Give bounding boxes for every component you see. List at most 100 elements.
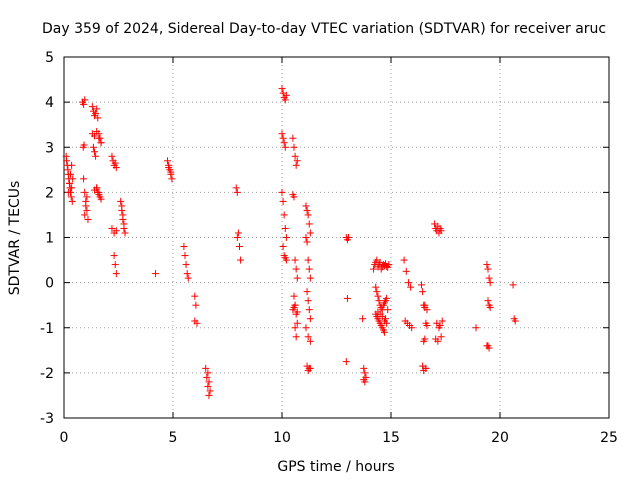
y-tick-label: 0 bbox=[45, 276, 54, 292]
y-axis-label: SDTVAR / TECUs bbox=[7, 181, 23, 296]
data-point bbox=[206, 387, 214, 395]
data-point bbox=[421, 335, 429, 343]
data-point bbox=[486, 303, 494, 311]
x-axis-label: GPS time / hours bbox=[277, 459, 394, 475]
data-point bbox=[291, 324, 299, 332]
data-point bbox=[400, 256, 408, 264]
data-point bbox=[88, 103, 96, 111]
data-point bbox=[306, 229, 314, 237]
data-point bbox=[437, 227, 445, 235]
data-point bbox=[204, 369, 212, 377]
data-point bbox=[304, 333, 312, 341]
data-point bbox=[89, 143, 97, 151]
data-point bbox=[408, 324, 416, 332]
data-point bbox=[111, 261, 119, 269]
data-point bbox=[67, 193, 75, 201]
data-point bbox=[282, 256, 290, 264]
data-point bbox=[385, 261, 393, 269]
data-point bbox=[361, 378, 369, 386]
data-point bbox=[378, 312, 386, 320]
data-point bbox=[293, 274, 301, 282]
data-point bbox=[304, 256, 312, 264]
grid bbox=[64, 57, 609, 418]
data-point bbox=[167, 168, 175, 176]
data-point bbox=[202, 364, 210, 372]
data-point bbox=[304, 297, 312, 305]
data-point bbox=[64, 188, 72, 196]
data-point bbox=[93, 184, 101, 192]
y-tick-label: -1 bbox=[40, 321, 54, 337]
data-point bbox=[233, 234, 241, 241]
data-point bbox=[434, 337, 442, 345]
data-point bbox=[168, 175, 176, 183]
data-point bbox=[279, 243, 287, 251]
data-point bbox=[279, 197, 287, 205]
data-point bbox=[164, 157, 172, 165]
data-point bbox=[204, 382, 212, 390]
data-point bbox=[182, 261, 190, 269]
data-point bbox=[95, 134, 103, 142]
data-point bbox=[290, 292, 298, 300]
data-point bbox=[302, 202, 310, 210]
data-point bbox=[165, 164, 173, 172]
data-point bbox=[384, 306, 392, 314]
data-point bbox=[344, 234, 352, 241]
data-point bbox=[108, 224, 116, 232]
data-point bbox=[92, 152, 100, 160]
data-point bbox=[68, 161, 76, 169]
data-point bbox=[293, 157, 301, 165]
data-point bbox=[289, 134, 297, 142]
data-point bbox=[152, 270, 160, 278]
y-tick-label: -2 bbox=[40, 366, 54, 382]
data-point bbox=[305, 306, 313, 314]
data-point bbox=[111, 159, 119, 167]
data-point bbox=[302, 324, 310, 332]
data-point bbox=[374, 292, 382, 300]
data-point bbox=[205, 378, 213, 386]
data-point bbox=[119, 211, 127, 219]
y-tick-label: 3 bbox=[45, 140, 54, 156]
data-point bbox=[375, 297, 383, 305]
data-point bbox=[404, 279, 412, 287]
data-point bbox=[485, 274, 493, 282]
data-point bbox=[483, 261, 491, 269]
data-point bbox=[233, 188, 241, 196]
data-point bbox=[112, 270, 120, 278]
data-point bbox=[237, 256, 245, 264]
data-point bbox=[117, 197, 125, 205]
data-point bbox=[290, 193, 298, 201]
data-point bbox=[235, 243, 243, 251]
data-point bbox=[234, 229, 242, 237]
data-point bbox=[65, 175, 73, 183]
data-points bbox=[62, 85, 519, 399]
data-point bbox=[83, 193, 91, 201]
data-point bbox=[63, 157, 71, 165]
data-point bbox=[68, 197, 76, 205]
data-point bbox=[81, 211, 89, 219]
data-point bbox=[120, 220, 128, 228]
data-point bbox=[278, 130, 286, 138]
data-point bbox=[180, 243, 188, 251]
data-point bbox=[191, 317, 199, 325]
data-point bbox=[511, 317, 519, 325]
data-point bbox=[407, 283, 415, 291]
data-point bbox=[303, 206, 311, 214]
y-tick-label: 1 bbox=[45, 231, 54, 247]
data-point bbox=[484, 342, 492, 350]
data-point bbox=[67, 170, 75, 178]
data-point bbox=[65, 179, 73, 187]
data-point bbox=[422, 364, 430, 372]
data-point bbox=[370, 265, 378, 273]
data-point bbox=[280, 139, 288, 147]
data-point bbox=[484, 265, 492, 273]
data-point bbox=[472, 324, 480, 332]
y-tick-label: -3 bbox=[40, 411, 54, 427]
data-point bbox=[95, 188, 103, 196]
data-point bbox=[81, 96, 89, 104]
data-point bbox=[108, 152, 116, 160]
data-point bbox=[437, 333, 445, 341]
data-point bbox=[66, 184, 74, 192]
data-point bbox=[80, 100, 88, 108]
data-point bbox=[438, 317, 446, 325]
data-point bbox=[80, 141, 88, 149]
